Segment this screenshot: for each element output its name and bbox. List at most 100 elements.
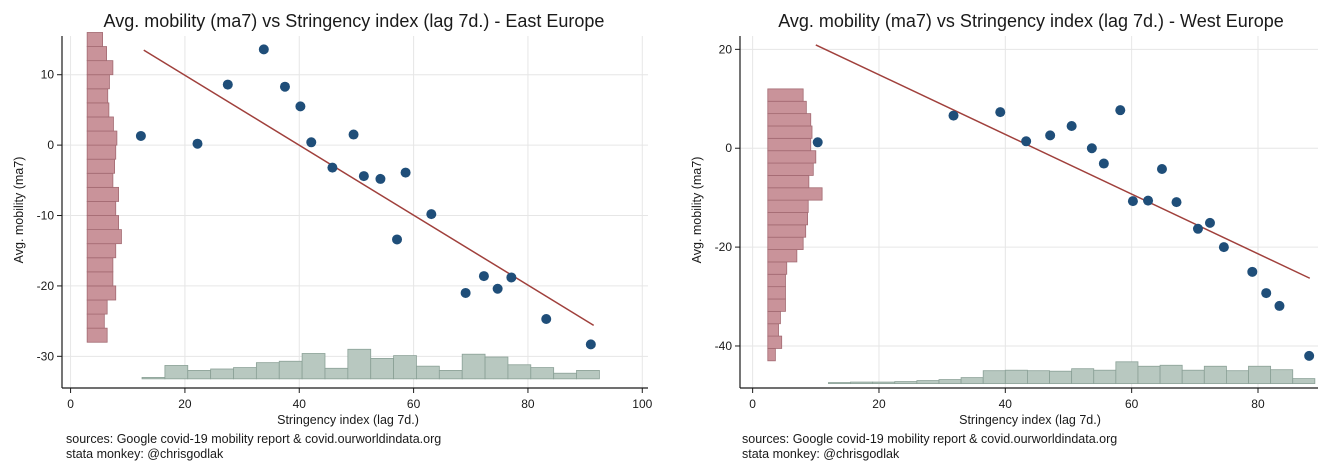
axes <box>735 36 1318 393</box>
histogram-bar-x <box>210 368 234 380</box>
data-point <box>1261 288 1272 299</box>
histogram-bar-y <box>767 199 809 213</box>
data-point <box>348 129 359 140</box>
histogram-bar-x <box>960 377 984 384</box>
histogram-bar-x <box>187 369 212 380</box>
histogram-bar-x <box>324 367 349 380</box>
histogram-bar-x <box>1071 368 1095 384</box>
histogram-bar-y <box>86 46 107 62</box>
histogram-bar-y <box>767 175 810 189</box>
histogram-bar-y <box>86 201 117 216</box>
data-point <box>1127 196 1138 207</box>
y-tick-label: -10 <box>37 209 55 223</box>
histogram-bar-x <box>278 360 303 380</box>
y-tick-label: -20 <box>37 279 55 293</box>
histogram-bar-y <box>86 116 114 132</box>
histogram-bar-x <box>393 355 417 380</box>
data-point <box>1218 242 1229 253</box>
histogram-bar-y <box>86 60 114 76</box>
histogram-bar-y <box>86 313 105 329</box>
x-tick-label: 0 <box>749 397 756 411</box>
scatter-points <box>135 44 596 350</box>
histogram-bar-x <box>872 381 896 384</box>
histogram-bar-y <box>767 348 776 362</box>
histogram-bar-y <box>86 215 119 231</box>
author-note: stata monkey: @chrisgodlak <box>66 447 224 461</box>
histogram-bar-y <box>767 236 804 250</box>
y-tick-label: -40 <box>715 339 733 353</box>
histogram-bar-y <box>767 286 786 300</box>
data-point <box>1192 223 1203 234</box>
y-tick-label: 0 <box>725 141 732 155</box>
histogram-bar-y <box>86 229 122 245</box>
histogram-bar-x <box>1159 364 1183 384</box>
data-point <box>1066 120 1077 131</box>
histogram-bar-y <box>86 130 118 146</box>
histogram-bar-x <box>1049 370 1073 384</box>
histogram-bar-x <box>301 353 326 380</box>
data-point <box>948 110 959 121</box>
data-point <box>1156 163 1167 174</box>
histogram-bar-x <box>1226 370 1249 384</box>
histogram-bar-y <box>767 310 781 325</box>
histogram-bar-x <box>233 367 257 380</box>
histogram-bar-x <box>1027 370 1050 384</box>
chart-title: Avg. mobility (ma7) vs Stringency index … <box>778 11 1284 31</box>
histogram-bar-x <box>141 377 166 380</box>
data-point <box>192 138 203 149</box>
x-axis-label: Stringency index (lag 7d.) <box>277 413 419 427</box>
data-point <box>460 287 471 298</box>
histogram-bar-x <box>1270 369 1294 384</box>
regression-line <box>143 49 595 326</box>
data-point <box>1045 130 1056 141</box>
y-tick-label: 0 <box>47 138 54 152</box>
histogram-bar-y <box>86 88 109 104</box>
histogram-bar-x <box>438 369 463 380</box>
histogram-bar-y <box>767 298 786 312</box>
histogram-bar-y <box>767 212 808 226</box>
y-axis-label: Avg. mobility (ma7) <box>12 157 26 264</box>
histogram-bar-y <box>767 88 804 102</box>
data-point <box>812 137 823 148</box>
y-tick-label: -20 <box>715 240 733 254</box>
data-point <box>1021 136 1032 147</box>
x-tick-label: 20 <box>178 397 192 411</box>
y-tick-labels: -30 -20 -10 0 10 <box>37 68 55 364</box>
data-point <box>1098 158 1109 169</box>
histogram-bar-y <box>767 125 813 139</box>
x-tick-label: 20 <box>872 397 886 411</box>
histogram-bar-y <box>86 32 103 47</box>
histogram-bar-x <box>530 367 555 380</box>
x-tick-label: 60 <box>1125 397 1139 411</box>
x-marginal-histogram <box>141 348 600 380</box>
data-point <box>1204 217 1215 228</box>
histogram-bar-y <box>767 273 786 288</box>
x-tick-labels: 0 20 40 60 80 <box>749 397 1265 411</box>
histogram-bar-y <box>86 327 108 343</box>
histogram-bar-x <box>347 348 372 380</box>
data-point <box>358 171 369 182</box>
histogram-bar-y <box>86 285 117 301</box>
histogram-bar-y <box>86 74 110 90</box>
histogram-bar-y <box>767 100 807 115</box>
histogram-bar-x <box>1181 369 1205 384</box>
histogram-bar-x <box>576 369 600 380</box>
histogram-bar-y <box>767 162 814 176</box>
data-point <box>541 314 552 325</box>
sources-note: sources: Google covid-19 mobility report… <box>742 432 1117 446</box>
x-tick-label: 100 <box>632 397 652 411</box>
histogram-bar-y <box>767 323 779 337</box>
data-point <box>1115 105 1126 116</box>
y-marginal-histogram <box>767 88 823 362</box>
data-point <box>222 79 233 90</box>
y-tick-label: 10 <box>41 68 55 82</box>
histogram-bar-x <box>484 356 509 380</box>
x-tick-label: 80 <box>1251 397 1265 411</box>
x-tick-label: 60 <box>407 397 421 411</box>
histogram-bar-y <box>86 158 115 174</box>
scatter-points <box>812 105 1315 361</box>
data-point <box>995 107 1006 118</box>
x-axis-label: Stringency index (lag 7d.) <box>959 413 1101 427</box>
data-point <box>1171 197 1182 208</box>
